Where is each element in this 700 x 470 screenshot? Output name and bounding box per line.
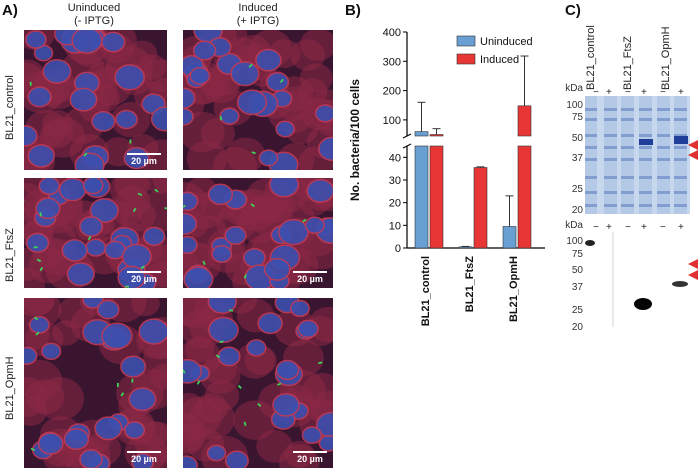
column-header-uninduced-line2: (- IPTG): [74, 15, 114, 27]
column-header-induced-line1: Induced: [238, 2, 278, 14]
row-label-ftsz: BL21_FtsZ: [4, 228, 16, 282]
bar: [429, 134, 444, 137]
plus-lane-sign: +: [641, 87, 647, 98]
y-tick-label: 400: [383, 28, 401, 39]
bar: [458, 246, 473, 249]
arrow-45kda: [688, 270, 698, 280]
panel-c-label: C): [565, 2, 581, 19]
minus-lane-sign: −: [660, 222, 666, 233]
scale-bar: 20 µm: [293, 451, 327, 464]
y-axis-label: No. bacteria/100 cells: [348, 79, 362, 201]
bar: [414, 145, 429, 249]
kda-marker: 75: [571, 112, 583, 123]
plus-lane-sign: +: [678, 87, 684, 98]
y-tick-label: 0: [395, 243, 401, 255]
kda-marker: 20: [571, 322, 583, 333]
plus-lane-sign: +: [606, 87, 612, 98]
scale-bar: 20 µm: [127, 451, 161, 464]
legend-label: Induced: [480, 54, 519, 66]
bar-chart: 0 10 20 30 40 100 200 300 400 No. bacteria/100 ce…: [348, 28, 545, 326]
scale-bar: 20 µm: [293, 271, 327, 284]
bar: [502, 226, 517, 249]
column-header-induced-line2: (+ IPTG): [236, 15, 280, 27]
bar: [429, 145, 444, 249]
x-tick-label: BL21_OpmH: [508, 256, 520, 322]
y-tick-label: 200: [383, 86, 401, 98]
legend-label: Uninduced: [480, 36, 533, 48]
kda-marker: 100: [566, 236, 583, 247]
y-tick-label: 30: [389, 175, 401, 187]
micrograph-opmh-induced: 20 µm: [183, 298, 333, 468]
scale-bar-label: 20 µm: [297, 274, 323, 284]
x-tick-label: BL21_FtsZ: [464, 256, 476, 313]
kda-marker: 50: [571, 265, 583, 276]
band-ftsz: [639, 139, 653, 145]
y-tick-label: 10: [389, 220, 401, 232]
scale-bar-label: 20 µm: [131, 274, 157, 284]
western-blot: [585, 232, 690, 327]
kda-marker: 25: [571, 184, 583, 195]
y-tick-label: 40: [389, 152, 401, 164]
minus-lane-sign: −: [660, 87, 666, 98]
scale-bar-label: 20 µm: [131, 156, 157, 166]
minus-lane-sign: −: [593, 87, 599, 98]
marker-band: [585, 240, 595, 246]
lane-label-ftsz: BL21_FtsZ: [622, 36, 634, 90]
band-opmh: [674, 136, 688, 144]
kda-label-bottom: kDa: [565, 220, 583, 231]
band-opmh: [672, 281, 688, 287]
band-ftsz: [634, 298, 652, 310]
minus-lane-sign: −: [625, 222, 631, 233]
kda-marker: 75: [571, 249, 583, 260]
kda-label-top: kDa: [565, 83, 583, 94]
column-header-uninduced: Uninduced (- IPTG): [24, 2, 164, 28]
micrograph-control-uninduced: 20 µm: [24, 30, 167, 170]
minus-lane-sign: −: [593, 222, 599, 233]
y-tick-label: 100: [383, 115, 401, 127]
plus-lane-sign: +: [606, 222, 612, 233]
column-header-uninduced-line1: Uninduced: [67, 2, 121, 14]
kda-marker: 25: [571, 305, 583, 316]
y-tick-label: 20: [389, 198, 401, 210]
lane-label-opmh: BL21_OpmH: [660, 26, 672, 90]
lane-label-control: BL21_control: [585, 25, 597, 90]
micrograph-control-induced: [183, 30, 333, 170]
panel-a-label: A): [2, 2, 18, 19]
x-tick-label: BL21_control: [420, 256, 432, 326]
plus-lane-sign: +: [678, 222, 684, 233]
scale-bar-label: 20 µm: [297, 454, 323, 464]
scale-bar: 20 µm: [127, 271, 161, 284]
coomassie-gel: [585, 96, 690, 214]
kda-marker: 100: [566, 100, 583, 111]
bar: [517, 145, 532, 249]
micrograph-opmh-uninduced: 20 µm: [24, 298, 167, 468]
arrow-45kda: [688, 150, 698, 160]
column-header-induced: Induced (+ IPTG): [183, 2, 333, 28]
kda-marker: 50: [571, 133, 583, 144]
arrow-50kda: [688, 259, 698, 269]
legend-swatch: [456, 35, 476, 47]
row-label-control: BL21_control: [4, 75, 16, 140]
micrograph-ftsz-uninduced: 20 µm: [24, 178, 167, 288]
scale-bar: 20 µm: [127, 153, 161, 166]
bar: [517, 105, 532, 137]
legend-swatch: [456, 53, 476, 65]
minus-lane-sign: −: [625, 87, 631, 98]
panel-b-label: B): [345, 2, 361, 19]
micrograph-ftsz-induced: 20 µm: [183, 178, 333, 288]
axis-break-mark: [402, 133, 412, 149]
bar: [414, 131, 429, 137]
kda-marker: 37: [571, 282, 583, 293]
arrow-50kda: [688, 140, 698, 150]
y-tick-label: 300: [383, 56, 401, 68]
kda-marker: 20: [571, 205, 583, 216]
kda-marker: 37: [571, 153, 583, 164]
row-label-opmh: BL21_OpmH: [4, 356, 16, 420]
bar: [473, 167, 488, 249]
scale-bar-label: 20 µm: [131, 454, 157, 464]
plus-lane-sign: +: [641, 222, 647, 233]
